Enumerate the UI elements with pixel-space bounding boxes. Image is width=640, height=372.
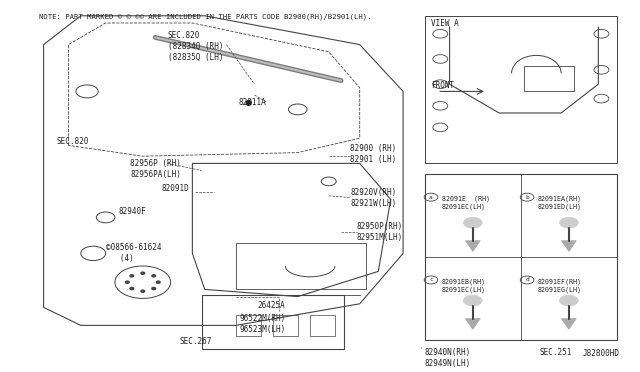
Circle shape [130, 288, 134, 290]
Polygon shape [465, 241, 480, 251]
Text: 82940F: 82940F [118, 208, 146, 217]
Bar [236, 315, 260, 336]
Text: 82091EF(RH)
82091EG(LH): 82091EF(RH) 82091EG(LH) [538, 279, 582, 293]
Text: 82911A: 82911A [239, 98, 267, 107]
Text: 82956P (RH)
82956PA(LH): 82956P (RH) 82956PA(LH) [131, 159, 181, 179]
Text: ●: ● [244, 98, 252, 107]
Text: SEC.251: SEC.251 [540, 348, 572, 357]
Text: 82950P(RH)
82951M(LH): 82950P(RH) 82951M(LH) [356, 222, 403, 242]
Text: NOTE: PART MARKED © © ©© ARE INCLUDED IN THE PARTS CODE B2900(RH)/B2901(LH).: NOTE: PART MARKED © © ©© ARE INCLUDED IN… [38, 14, 371, 20]
Text: SEC.820
(82834Q (RH)
(82835Q (LH): SEC.820 (82834Q (RH) (82835Q (LH) [168, 31, 223, 62]
Circle shape [141, 290, 145, 292]
Text: 82900 (RH)
82901 (LH): 82900 (RH) 82901 (LH) [351, 144, 397, 164]
Circle shape [152, 288, 156, 290]
Circle shape [559, 295, 578, 306]
Circle shape [130, 275, 134, 277]
Polygon shape [561, 241, 577, 251]
Circle shape [463, 295, 482, 306]
Text: 82920V(RH)
82921W(LH): 82920V(RH) 82921W(LH) [351, 187, 397, 208]
Text: 26425A: 26425A [257, 301, 285, 310]
Text: 82091D: 82091D [161, 184, 189, 193]
Text: 82091EB(RH)
82091EC(LH): 82091EB(RH) 82091EC(LH) [442, 279, 486, 293]
Text: 82091E  (RH)
82091EC(LH): 82091E (RH) 82091EC(LH) [442, 196, 490, 210]
Text: SEC.820: SEC.820 [56, 137, 88, 146]
Text: 82940N(RH)
82949N(LH): 82940N(RH) 82949N(LH) [425, 348, 471, 368]
Polygon shape [465, 318, 480, 329]
Text: SEC.267: SEC.267 [180, 337, 212, 346]
Text: a: a [429, 195, 433, 200]
Bar [524, 66, 573, 92]
Bar [273, 315, 298, 336]
Text: c: c [429, 278, 433, 282]
Circle shape [125, 281, 129, 283]
Text: FRONT: FRONT [431, 81, 454, 90]
Text: b: b [525, 195, 529, 200]
Bar [425, 174, 617, 340]
Text: VIEW A: VIEW A [431, 19, 459, 28]
Bar [425, 16, 617, 163]
Text: ©08566-61624
   (4): ©08566-61624 (4) [106, 243, 161, 263]
Text: 96522M(RH)
96523M(LH): 96522M(RH) 96523M(LH) [239, 314, 285, 334]
Bar [310, 315, 335, 336]
Circle shape [156, 281, 160, 283]
Text: 82091EA(RH)
82091ED(LH): 82091EA(RH) 82091ED(LH) [538, 196, 582, 210]
Polygon shape [561, 318, 577, 329]
Circle shape [141, 272, 145, 274]
Circle shape [152, 275, 156, 277]
Circle shape [559, 217, 578, 228]
Text: d: d [525, 278, 529, 282]
Text: J82800HD: J82800HD [583, 349, 620, 358]
Circle shape [463, 217, 482, 228]
